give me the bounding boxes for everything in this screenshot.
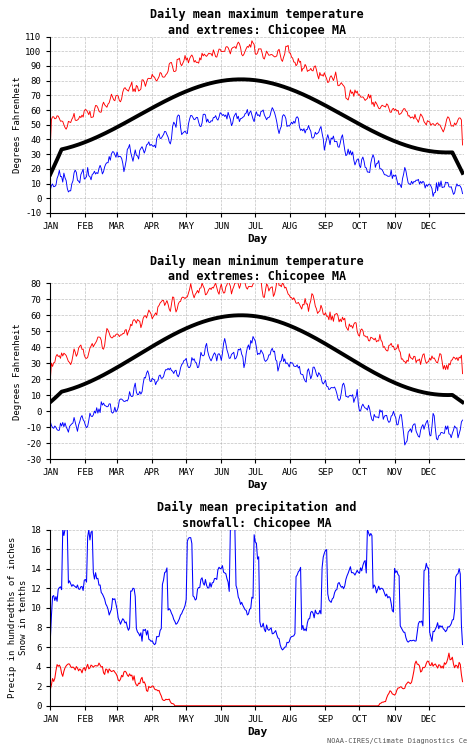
Y-axis label: Degrees Fahrenheit: Degrees Fahrenheit: [13, 323, 22, 419]
Title: Daily mean precipitation and
snowfall: Chicopee MA: Daily mean precipitation and snowfall: C…: [157, 501, 357, 530]
X-axis label: Day: Day: [247, 234, 267, 244]
Y-axis label: Precip in hundredths of inches
Snow in tenths: Precip in hundredths of inches Snow in t…: [8, 537, 28, 698]
Text: NOAA-CIRES/Climate Diagnostics Ce: NOAA-CIRES/Climate Diagnostics Ce: [327, 738, 467, 744]
X-axis label: Day: Day: [247, 726, 267, 737]
X-axis label: Day: Day: [247, 481, 267, 490]
Y-axis label: Degrees Fahrenheit: Degrees Fahrenheit: [13, 76, 22, 173]
Title: Daily mean maximum temperature
and extremes: Chicopee MA: Daily mean maximum temperature and extre…: [150, 8, 364, 37]
Title: Daily mean minimum temperature
and extremes: Chicopee MA: Daily mean minimum temperature and extre…: [150, 255, 364, 283]
